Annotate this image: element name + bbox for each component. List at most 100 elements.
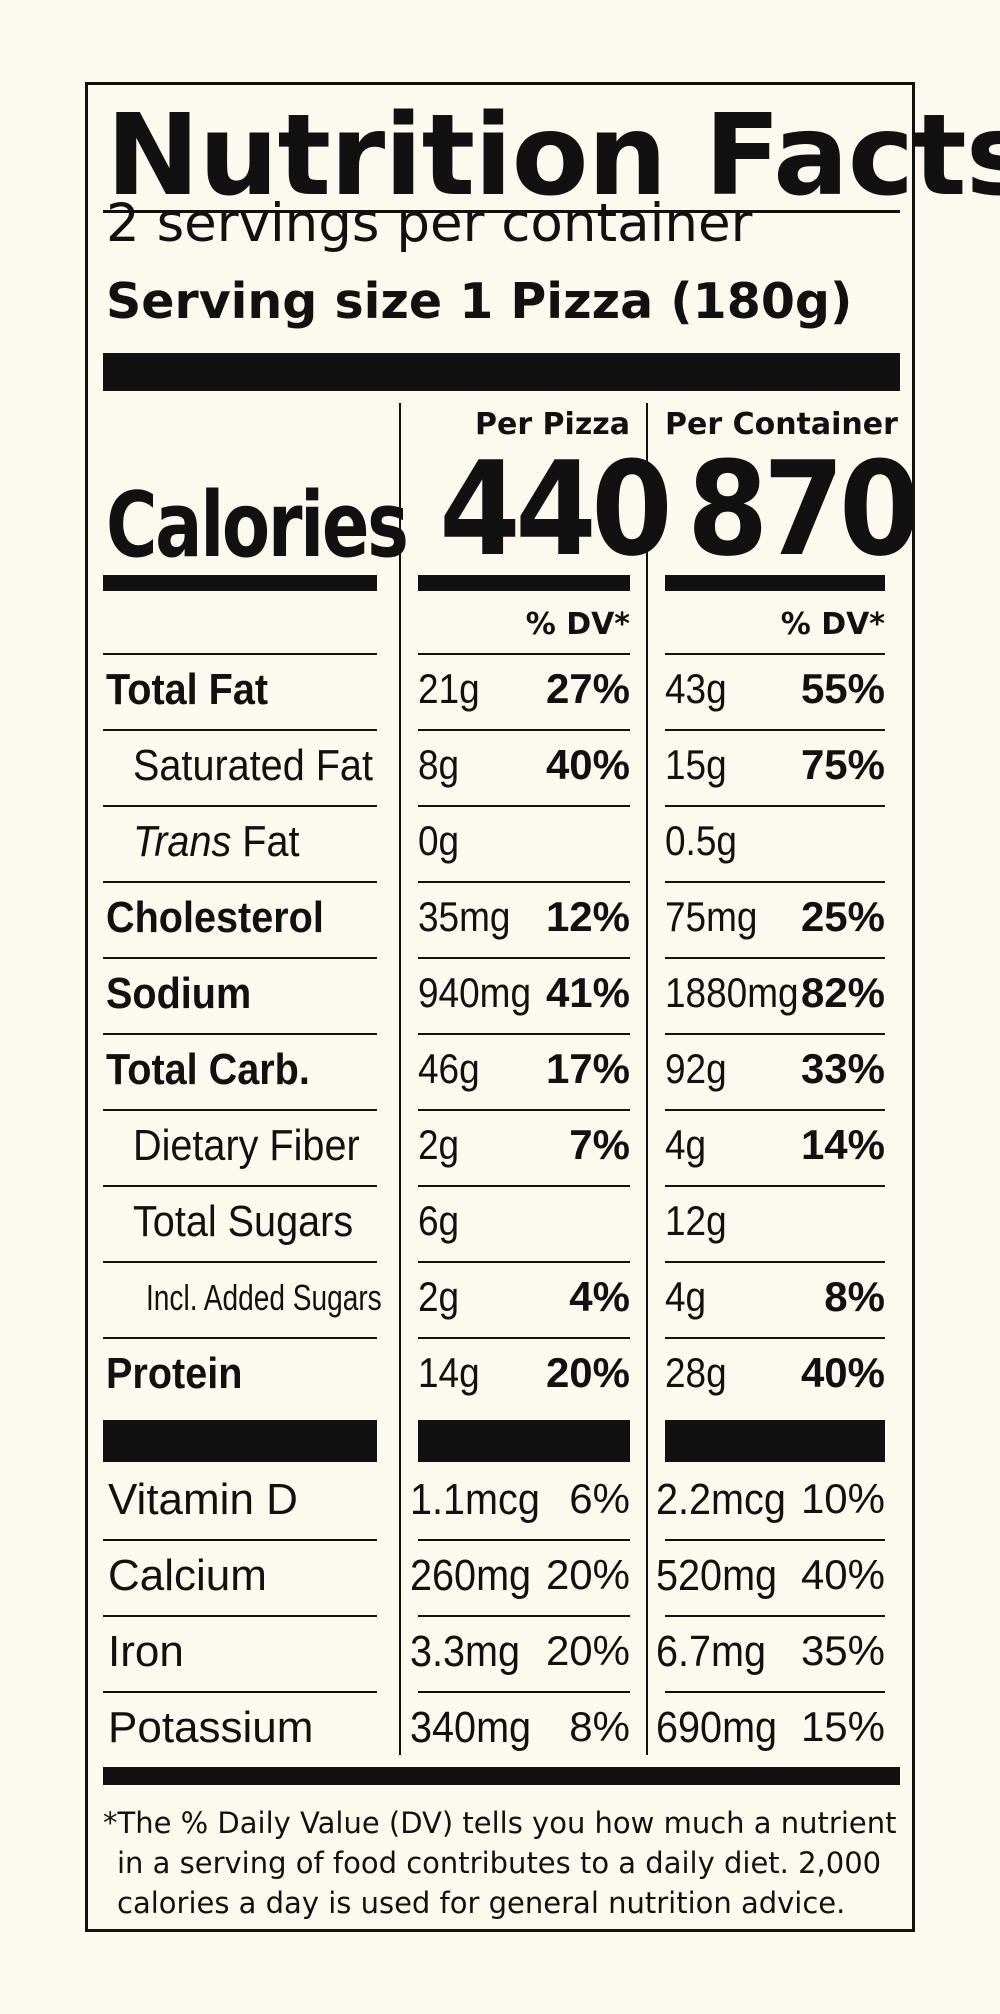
nutrient-amount: 46g <box>418 1045 480 1092</box>
nutrient-percent: 75% <box>800 741 885 788</box>
row-divider <box>103 1261 377 1263</box>
nutrient-amount: 75mg <box>665 893 758 940</box>
vitamin-percent: 20% <box>545 1551 630 1598</box>
footnote-line: in a serving of food contributes to a da… <box>117 1846 882 1880</box>
nutrient-name: Dietary Fiber <box>133 1121 360 1171</box>
nutrient-amount: 0.5g <box>665 817 737 864</box>
calories-per-container: 870 <box>687 433 920 585</box>
nutrient-amount: 12g <box>665 1197 727 1244</box>
vitamin-percent: 35% <box>800 1627 885 1674</box>
nutrient-percent: 7% <box>569 1121 630 1168</box>
nutrient-amount: 21g <box>418 665 480 712</box>
nutrient-name-text: Saturated Fat <box>133 741 373 790</box>
row-divider <box>103 957 377 959</box>
row-divider <box>665 729 885 731</box>
vitamin-name: Vitamin D <box>108 1475 298 1524</box>
row-divider <box>418 805 630 807</box>
row-divider <box>103 1033 377 1035</box>
nutrient-name: Cholesterol <box>106 893 324 943</box>
vitamin-percent: 10% <box>800 1475 885 1522</box>
row-divider <box>665 1691 885 1693</box>
nutrient-amount: 2g <box>418 1273 460 1320</box>
nutrient-name-text: Incl. Added Sugars <box>146 1277 382 1318</box>
nutrient-percent: 82% <box>800 969 885 1016</box>
row-divider <box>418 1185 630 1187</box>
vitamin-amount: 690mg <box>656 1703 778 1752</box>
row-divider <box>418 1539 630 1541</box>
thick-rule-top <box>103 353 900 391</box>
vitamin-percent: 6% <box>569 1475 630 1522</box>
column-divider-1 <box>399 403 401 1755</box>
nutrient-name-text: Cholesterol <box>106 893 324 942</box>
nutrient-name: Total Carb. <box>106 1045 310 1095</box>
nutrient-percent: 17% <box>545 1045 630 1092</box>
vitamin-amount: 3.3mg <box>410 1627 521 1676</box>
row-divider <box>103 1615 377 1617</box>
row-divider <box>103 881 377 883</box>
vitamin-amount: 1.1mcg <box>410 1475 540 1524</box>
row-divider <box>665 1109 885 1111</box>
nutrient-name-text: Total Sugars <box>133 1197 354 1246</box>
nutrient-amount: 35mg <box>418 893 511 940</box>
footnote-line: calories a day is used for general nutri… <box>117 1886 846 1920</box>
nutrient-amount: 1880mg <box>665 969 799 1016</box>
nutrient-amount: 4g <box>665 1273 707 1320</box>
row-divider <box>665 805 885 807</box>
footnote-line: *The % Daily Value (DV) tells you how mu… <box>103 1806 897 1840</box>
calories-rule-1 <box>103 575 377 591</box>
nutrient-name-text: Fat <box>242 817 300 866</box>
calories-label: Calories <box>106 473 409 578</box>
nutrient-name-text: Sodium <box>106 969 252 1018</box>
nutrient-percent: 8% <box>824 1273 885 1320</box>
title-rule <box>103 210 900 213</box>
nutrient-name-italic: Trans <box>133 817 232 866</box>
nutrient-amount: 4g <box>665 1121 707 1168</box>
nutrient-name: Sodium <box>106 969 251 1019</box>
row-divider <box>103 805 377 807</box>
row-divider <box>418 1033 630 1035</box>
nutrient-name: Protein <box>106 1349 242 1399</box>
nutrient-amount: 92g <box>665 1045 727 1092</box>
vitamin-percent: 20% <box>545 1627 630 1674</box>
label-title: Nutrition Facts <box>106 91 1000 221</box>
row-divider <box>418 1337 630 1339</box>
nutrient-name: Total Sugars <box>133 1197 353 1247</box>
nutrient-percent: 41% <box>545 969 630 1016</box>
nutrient-amount: 14g <box>418 1349 480 1396</box>
row-divider <box>103 1539 377 1541</box>
nutrient-percent: 40% <box>800 1349 885 1396</box>
row-divider <box>418 1615 630 1617</box>
vitamin-percent: 15% <box>800 1703 885 1750</box>
row-divider <box>418 653 630 655</box>
row-divider <box>665 1185 885 1187</box>
nutrient-name: Saturated Fat <box>133 741 373 791</box>
nutrient-percent: 33% <box>800 1045 885 1092</box>
vitamin-name: Potassium <box>108 1703 314 1752</box>
calories-rule-3 <box>665 575 885 591</box>
vitamin-amount: 340mg <box>410 1703 532 1752</box>
nutrient-percent: 12% <box>545 893 630 940</box>
row-divider <box>665 957 885 959</box>
nutrient-percent: 20% <box>545 1349 630 1396</box>
row-divider <box>665 653 885 655</box>
nutrient-amount: 940mg <box>418 969 532 1016</box>
row-divider <box>418 1261 630 1263</box>
vitamin-name: Iron <box>108 1627 184 1676</box>
row-divider <box>103 1185 377 1187</box>
row-divider <box>418 881 630 883</box>
vitamin-percent: 40% <box>800 1551 885 1598</box>
serving-size: Serving size 1 Pizza (180g) <box>106 273 853 330</box>
nutrient-percent: 27% <box>545 665 630 712</box>
row-divider <box>665 1615 885 1617</box>
column-divider-2 <box>646 403 648 1755</box>
row-divider <box>418 1109 630 1111</box>
nutrient-name: Total Fat <box>106 665 268 715</box>
nutrient-name: Trans Fat <box>133 817 300 867</box>
vitamin-amount: 260mg <box>410 1551 532 1600</box>
nutrient-amount: 8g <box>418 741 460 788</box>
row-divider <box>103 729 377 731</box>
vitamin-name: Calcium <box>108 1551 267 1600</box>
dv-header-col2: % DV* <box>780 607 885 642</box>
vitamin-rule-2 <box>418 1420 630 1462</box>
calories-rule-2 <box>418 575 630 591</box>
